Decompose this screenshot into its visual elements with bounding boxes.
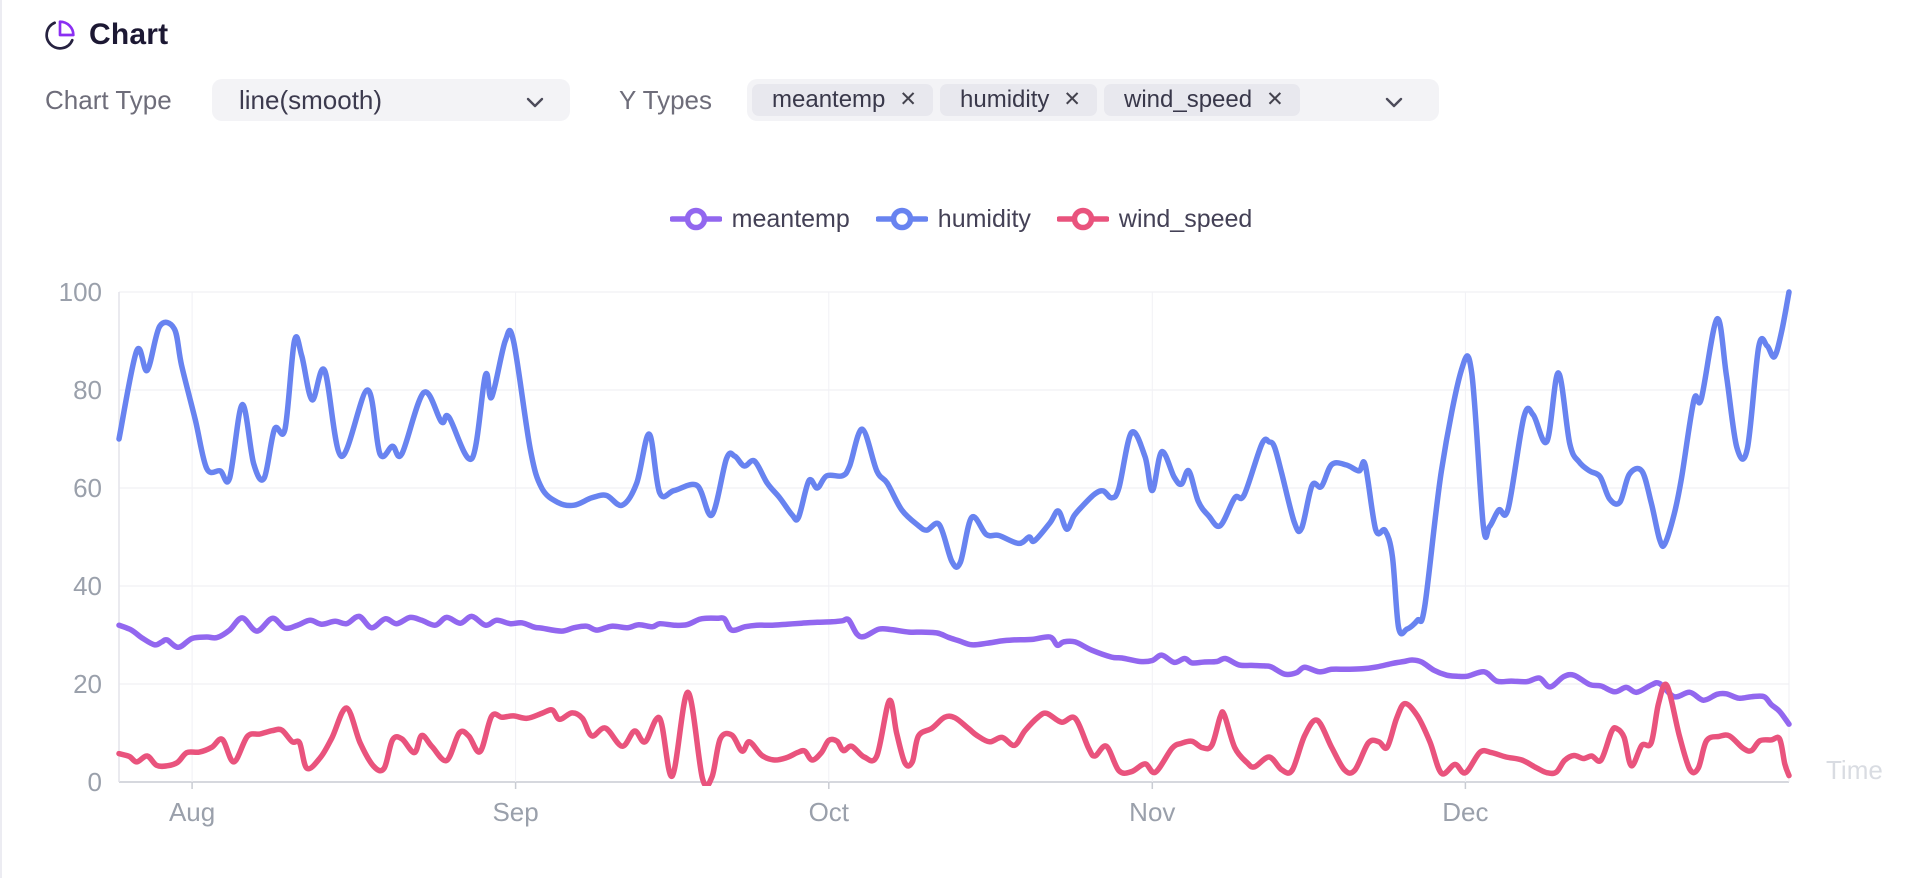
x-axis-tick-label: Dec xyxy=(1442,797,1488,827)
legend-item-humidity[interactable]: humidity xyxy=(875,204,1031,234)
x-axis-tick-label: Sep xyxy=(492,797,538,827)
legend-marker xyxy=(875,207,928,231)
y-types-multiselect[interactable]: meantemp ✕ humidity ✕ wind_speed ✕ xyxy=(747,79,1439,121)
y-type-tag-list: meantemp ✕ humidity ✕ wind_speed ✕ xyxy=(752,84,1300,116)
line-chart: 0 20 40 60 80 100 Aug Sep Oct Nov Dec Time xyxy=(59,277,1883,827)
chart-type-label: Chart Type xyxy=(45,85,172,115)
y-axis-tick-label: 100 xyxy=(59,277,102,307)
y-type-tag-text: meantemp xyxy=(772,86,886,113)
legend-marker xyxy=(1056,207,1109,231)
legend-item-wind_speed[interactable]: wind_speed xyxy=(1056,204,1253,234)
series-line-meantemp xyxy=(116,613,1792,727)
chevron-down-icon xyxy=(1385,95,1403,113)
chart-legend: meantemp humidity wind_speed xyxy=(2,204,1920,234)
chart-type-select[interactable]: line(smooth) xyxy=(212,79,570,121)
x-axis-tick-label: Nov xyxy=(1129,797,1175,827)
y-axis-tick-label: 40 xyxy=(73,571,102,601)
x-axis-tick-label: Oct xyxy=(809,797,850,827)
y-type-tag-text: wind_speed xyxy=(1123,86,1253,113)
legend-item-meantemp[interactable]: meantemp xyxy=(669,204,850,234)
y-type-tag-meantemp[interactable]: meantemp ✕ xyxy=(752,84,933,116)
legend-marker xyxy=(669,207,722,231)
chart-type-value: line(smooth) xyxy=(239,84,383,115)
chevron-down-icon xyxy=(526,95,544,113)
y-axis-tick-label: 80 xyxy=(73,375,102,405)
y-type-tag-wind_speed[interactable]: wind_speed ✕ xyxy=(1103,84,1300,116)
chart-controls: Chart Type line(smooth) Y Types meantemp… xyxy=(2,79,1920,121)
y-axis-tick-label: 60 xyxy=(73,473,102,503)
series-line-wind_speed xyxy=(116,681,1792,786)
legend-label: meantemp xyxy=(731,204,850,233)
remove-tag-icon[interactable]: ✕ xyxy=(1063,88,1081,111)
gridlines: 0 20 40 60 80 100 Aug Sep Oct Nov Dec xyxy=(59,277,1790,827)
series-line-humidity xyxy=(116,289,1792,637)
y-axis-tick-label: 20 xyxy=(73,669,102,699)
y-type-tag-humidity[interactable]: humidity ✕ xyxy=(940,84,1097,116)
y-axis-tick-label: 0 xyxy=(88,767,102,797)
page-header: Chart xyxy=(44,18,168,52)
x-axis-title: Time xyxy=(1826,755,1883,785)
pie-chart-icon xyxy=(44,19,76,51)
y-types-label: Y Types xyxy=(619,85,712,115)
remove-tag-icon[interactable]: ✕ xyxy=(1266,88,1284,111)
legend-label: wind_speed xyxy=(1118,204,1253,233)
x-axis-tick-label: Aug xyxy=(169,797,215,827)
remove-tag-icon[interactable]: ✕ xyxy=(899,88,917,111)
y-type-tag-text: humidity xyxy=(960,86,1050,113)
legend-label: humidity xyxy=(937,204,1031,233)
page-title: Chart xyxy=(89,18,169,51)
